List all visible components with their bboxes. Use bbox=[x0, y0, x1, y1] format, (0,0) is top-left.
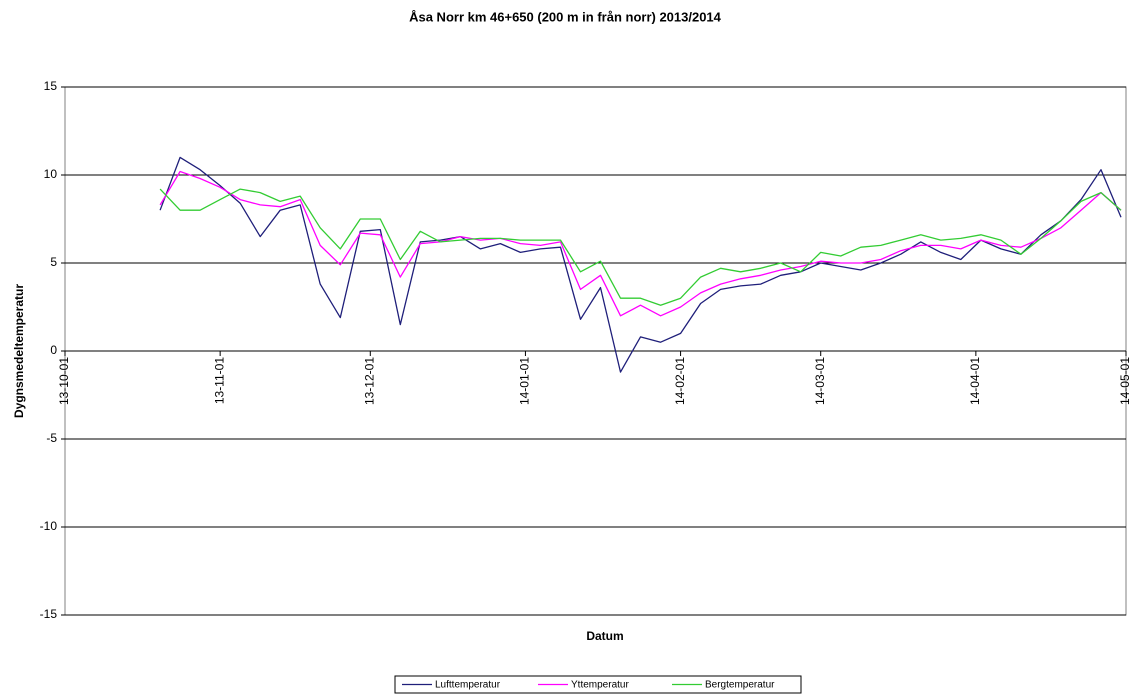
y-tick-label: -10 bbox=[40, 519, 58, 533]
x-tick-label: 13-11-01 bbox=[212, 357, 226, 404]
series-line bbox=[159, 188, 1122, 306]
x-tick-label: 14-05-01 bbox=[1118, 357, 1132, 405]
x-tick-label: 14-01-01 bbox=[518, 357, 532, 405]
legend-label: Lufttemperatur bbox=[435, 680, 501, 691]
y-tick-label: 15 bbox=[44, 79, 58, 93]
x-tick-label: 14-02-01 bbox=[673, 357, 687, 405]
x-tick-label: 14-03-01 bbox=[813, 357, 827, 405]
legend-label: Bergtemperatur bbox=[705, 680, 775, 691]
x-axis-label: Datum bbox=[586, 629, 623, 643]
y-tick-label: 10 bbox=[44, 167, 58, 181]
y-axis-label: Dygnsmedeltemperatur bbox=[12, 284, 26, 418]
legend-box bbox=[394, 675, 802, 694]
x-tick-label: 13-12-01 bbox=[362, 357, 376, 405]
y-tick-label: 0 bbox=[50, 343, 57, 357]
series-line bbox=[159, 156, 1122, 373]
legend-label: Yttemperatur bbox=[571, 680, 629, 691]
y-tick-label: -15 bbox=[40, 607, 58, 621]
chart-title: Åsa Norr km 46+650 (200 m in från norr) … bbox=[409, 9, 722, 24]
y-tick-label: -5 bbox=[46, 431, 57, 445]
series-line bbox=[159, 170, 1122, 317]
x-tick-label: 13-10-01 bbox=[57, 357, 71, 405]
y-tick-label: 5 bbox=[50, 255, 57, 269]
x-tick-label: 14-04-01 bbox=[968, 357, 982, 405]
